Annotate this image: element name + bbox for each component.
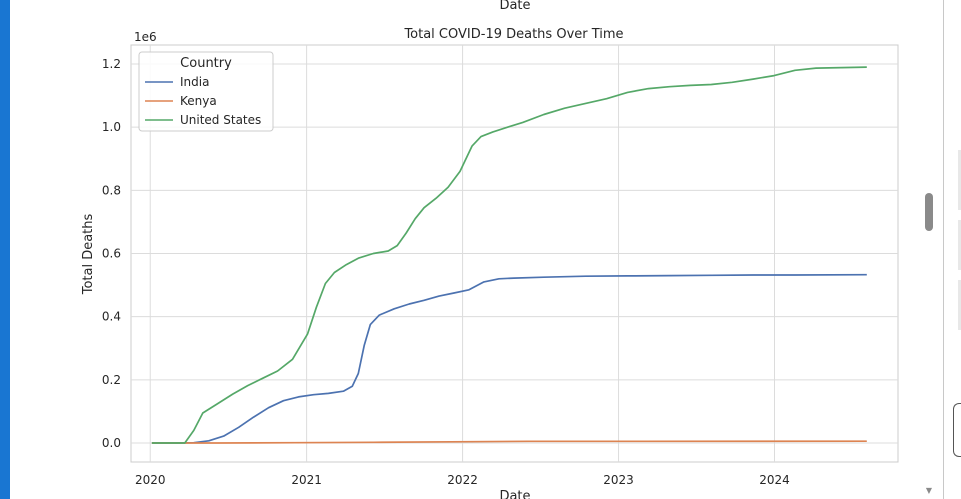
y-tick-label: 0.2 — [102, 373, 121, 387]
y-tick-label: 0.0 — [102, 436, 121, 450]
series-line-india — [151, 273, 867, 444]
chart: Date 2020 2021 2022 2023 2024 0.0 0.2 0.4 0.6 0.8… — [81, 0, 899, 499]
y-offset-label: 1e6 — [134, 30, 157, 44]
series-line-united-states — [151, 66, 867, 444]
x-tick-label: 2020 — [135, 473, 166, 487]
notebook-output-cell: Date 2020 2021 2022 2023 2024 0.0 0.2 0.4 0.6 0.8… — [10, 0, 930, 499]
legend-label-kenya: Kenya — [180, 94, 217, 108]
scroll-down-icon[interactable]: ▼ — [925, 486, 933, 495]
series-lines — [151, 66, 867, 444]
y-tick-label: 0.8 — [102, 183, 121, 197]
x-tick-label: 2023 — [603, 473, 634, 487]
panel-divider — [943, 0, 944, 499]
scrollbar-thumb[interactable] — [925, 193, 933, 231]
side-panel-button[interactable] — [953, 403, 961, 457]
y-tick-label: 0.4 — [102, 310, 121, 324]
y-tick-label: 1.0 — [102, 120, 121, 134]
scrollbar-track[interactable] — [922, 0, 936, 499]
legend-label-india: India — [180, 75, 209, 89]
legend-label-united-states: United States — [180, 113, 261, 127]
x-tick-label: 2021 — [291, 473, 322, 487]
series-line-kenya — [151, 440, 867, 444]
previous-chart-xlabel: Date — [499, 0, 530, 13]
cell-accent-bar — [0, 0, 10, 499]
legend-title: Country — [180, 56, 232, 71]
side-panel — [944, 0, 961, 499]
grid — [131, 45, 898, 462]
legend-box — [138, 51, 274, 132]
y-tick-label: 0.6 — [102, 247, 121, 261]
y-tick-label: 1.2 — [102, 57, 121, 71]
x-axis-label: Date — [499, 489, 530, 499]
chart-title: Total COVID-19 Deaths Over Time — [403, 27, 623, 42]
x-tick-label: 2022 — [447, 473, 478, 487]
axis-ticks: 2020 2021 2022 2023 2024 0.0 0.2 0.4 0.6 0.8 1.0 1.… — [102, 57, 790, 487]
y-axis-label: Total Deaths — [81, 213, 96, 295]
legend: Country India Kenya United States — [138, 51, 274, 132]
x-tick-label: 2024 — [759, 473, 790, 487]
